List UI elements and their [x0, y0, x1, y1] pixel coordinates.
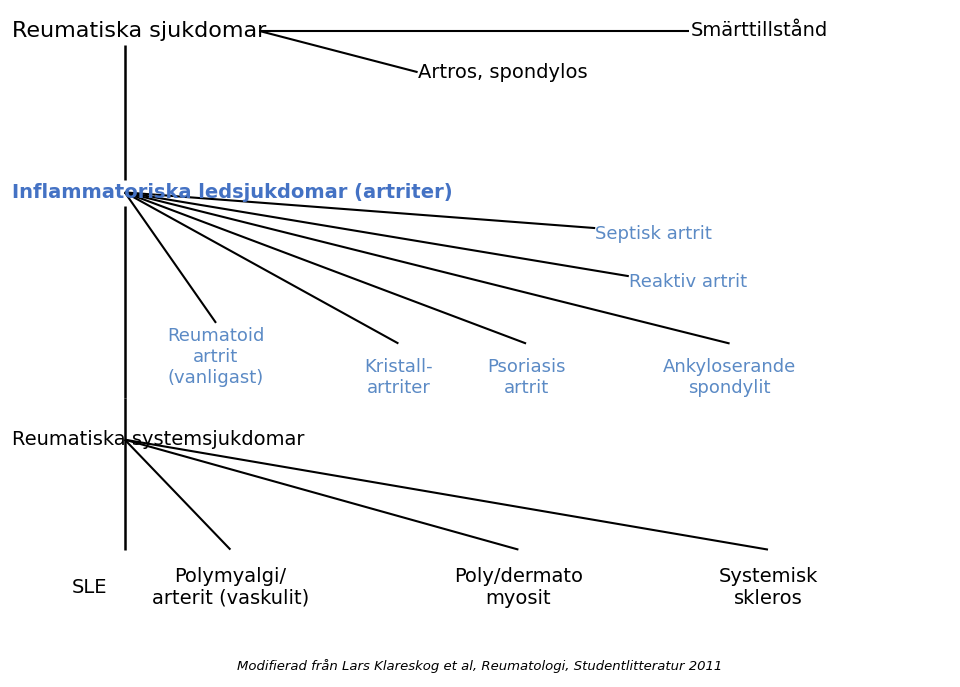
- Text: Septisk artrit: Septisk artrit: [595, 225, 712, 243]
- Text: Polymyalgi/
arterit (vaskulit): Polymyalgi/ arterit (vaskulit): [152, 567, 309, 608]
- Text: Reumatiska systemsjukdomar: Reumatiska systemsjukdomar: [12, 430, 304, 449]
- Text: Smärttillstånd: Smärttillstånd: [691, 21, 828, 41]
- Text: Reumatoid
artrit
(vanligast): Reumatoid artrit (vanligast): [167, 328, 265, 387]
- Text: Systemisk
skleros: Systemisk skleros: [718, 567, 818, 608]
- Text: Poly/dermato
myosit: Poly/dermato myosit: [454, 567, 583, 608]
- Text: Modifierad från Lars Klareskog et al, Reumatologi, Studentlitteratur 2011: Modifierad från Lars Klareskog et al, Re…: [237, 660, 723, 673]
- Text: SLE: SLE: [72, 578, 108, 597]
- Text: Ankyloserande
spondylit: Ankyloserande spondylit: [663, 359, 796, 397]
- Text: Inflammatoriska ledsjukdomar (artriter): Inflammatoriska ledsjukdomar (artriter): [12, 183, 452, 202]
- Text: Kristall-
artriter: Kristall- artriter: [364, 359, 433, 397]
- Text: Artros, spondylos: Artros, spondylos: [418, 63, 588, 82]
- Text: Reaktiv artrit: Reaktiv artrit: [629, 273, 747, 291]
- Text: Reumatiska sjukdomar: Reumatiska sjukdomar: [12, 21, 266, 41]
- Text: Psoriasis
artrit: Psoriasis artrit: [487, 359, 565, 397]
